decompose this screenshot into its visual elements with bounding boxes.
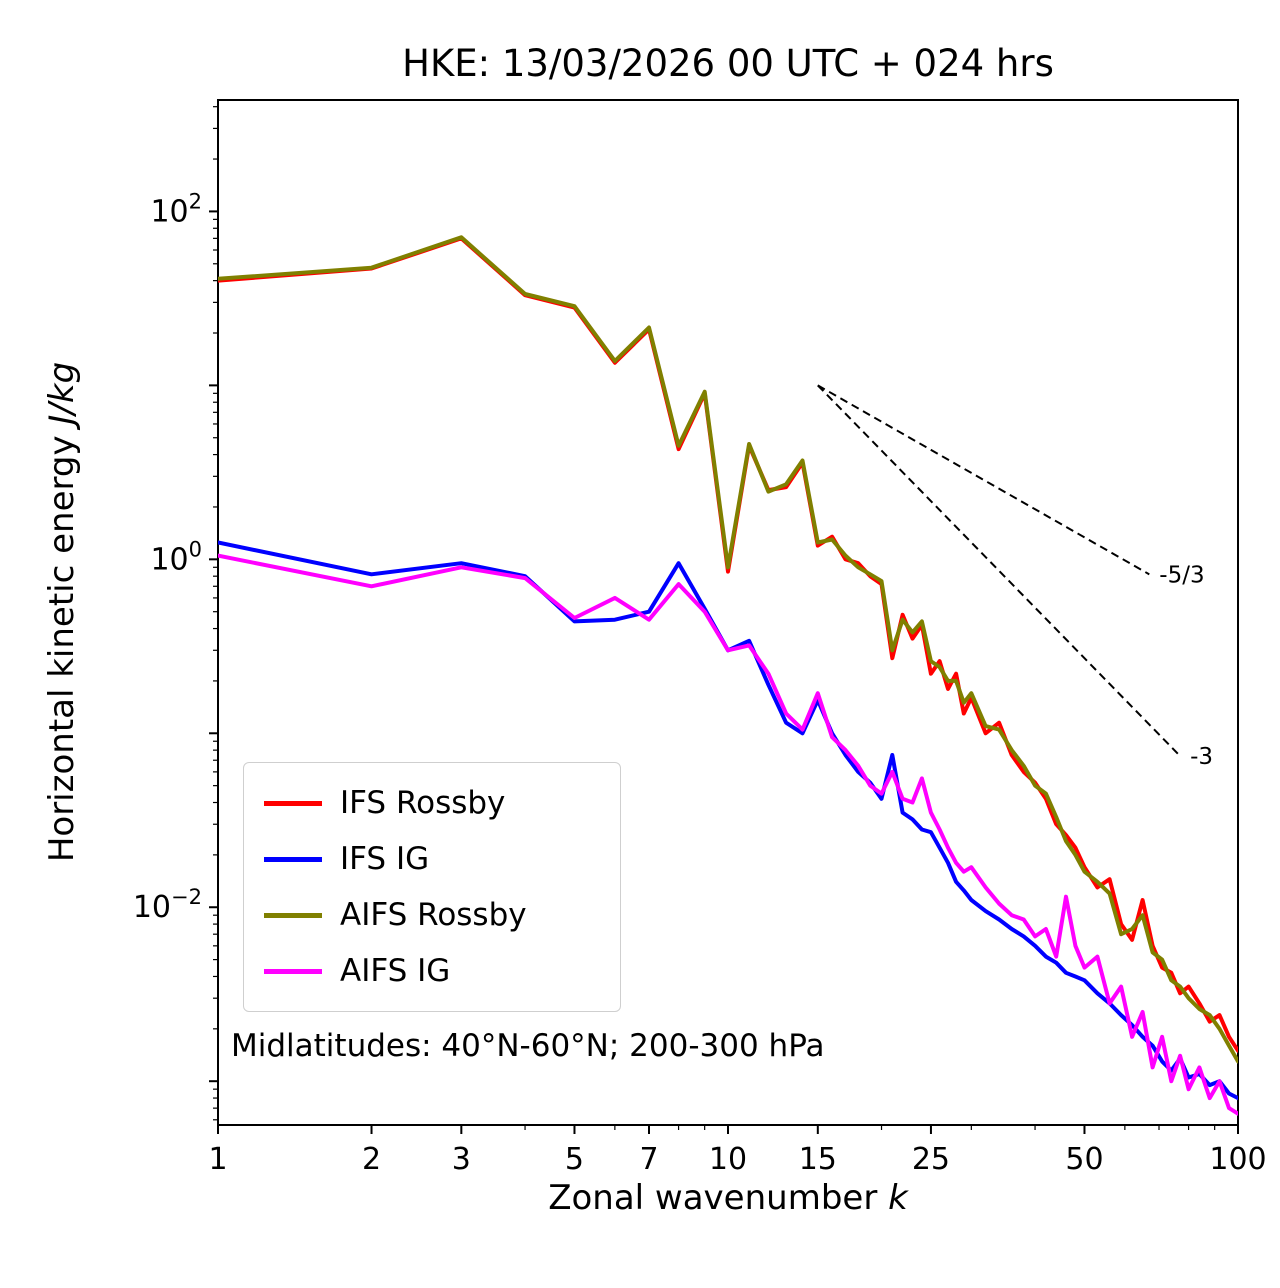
x-axis-label-symbol: k <box>888 1178 908 1218</box>
y-tick-label: 100 <box>150 537 202 577</box>
x-tick-label: 25 <box>912 1142 950 1177</box>
reference-line-3: -3 <box>817 384 1213 770</box>
x-axis-label: Zonal wavenumber k <box>218 1178 1238 1218</box>
reference-line-53: -5/3 <box>817 384 1205 588</box>
x-tick-label: 2 <box>362 1142 381 1177</box>
region-annotation: Midlatitudes: 40°N-60°N; 200-300 hPa <box>231 1028 825 1064</box>
x-tick-label: 50 <box>1065 1142 1103 1177</box>
x-tick-label: 3 <box>452 1142 471 1177</box>
legend-label-ifs-rossby: IFS Rossby <box>340 785 506 821</box>
chart-title: HKE: 13/03/2026 00 UTC + 024 hrs <box>402 42 1054 85</box>
reference-line-label: -3 <box>1190 744 1213 770</box>
reference-dashed-line <box>817 384 1150 576</box>
x-tick-label: 7 <box>639 1142 658 1177</box>
axes: 1 2 3 5 7 10 15 25 50 100 10−2 100 102 <box>133 99 1267 1177</box>
x-tick-label: 100 <box>1209 1142 1266 1177</box>
legend: IFS Rossby IFS IG AIFS Rossby AIFS IG <box>243 762 621 1012</box>
legend-item-aifs-rossby: AIFS Rossby <box>264 891 600 939</box>
x-tick-label: 10 <box>709 1142 747 1177</box>
x-axis-label-text: Zonal wavenumber <box>548 1178 889 1218</box>
legend-item-ifs-ig: IFS IG <box>264 835 600 883</box>
x-tick-label: 5 <box>565 1142 584 1177</box>
x-tick-label: 1 <box>208 1142 227 1177</box>
y-axis-label-symbol: J/kg <box>42 361 82 425</box>
legend-label-aifs-rossby: AIFS Rossby <box>340 897 527 933</box>
y-tick-label: 102 <box>150 189 202 229</box>
y-tick-label: 10−2 <box>133 885 202 925</box>
legend-swatch-ifs-ig <box>264 856 322 862</box>
reference-line-label: -5/3 <box>1159 562 1204 588</box>
series-aifs-rossby <box>218 235 1238 1064</box>
legend-swatch-aifs-rossby <box>264 912 322 918</box>
series-aifs-ig <box>218 553 1238 1116</box>
x-tick-label: 15 <box>799 1142 837 1177</box>
legend-item-ifs-rossby: IFS Rossby <box>264 779 600 827</box>
legend-swatch-aifs-ig <box>264 968 322 974</box>
y-axis-label: Horizontal kinetic energy J/kg <box>42 362 82 862</box>
legend-label-ifs-ig: IFS IG <box>340 841 430 877</box>
legend-label-aifs-ig: AIFS IG <box>340 953 451 989</box>
y-axis-label-text: Horizontal kinetic energy <box>42 424 82 863</box>
reference-dashed-line <box>817 384 1181 757</box>
legend-swatch-ifs-rossby <box>264 800 322 806</box>
legend-item-aifs-ig: AIFS IG <box>264 947 600 995</box>
